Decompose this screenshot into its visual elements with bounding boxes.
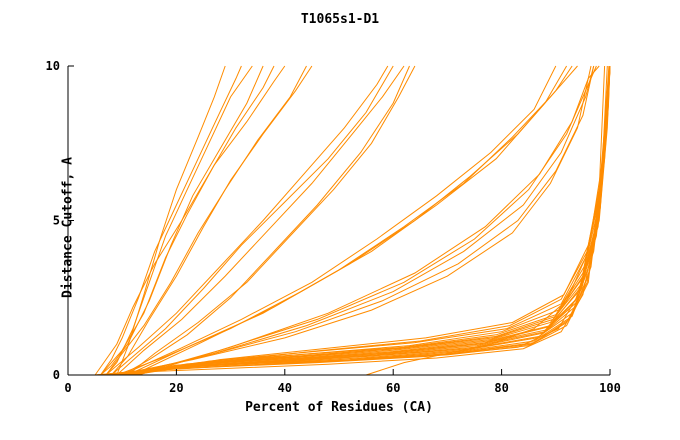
series-line [127,65,595,376]
series-line [116,65,405,376]
x-tick-label: 60 [386,381,400,395]
series-line [132,65,611,376]
series-line [127,65,578,376]
y-tick-label: 0 [53,368,60,382]
x-tick-label: 20 [169,381,183,395]
x-tick-label: 80 [494,381,508,395]
x-tick-label: 100 [599,381,621,395]
x-axis-label: Percent of Residues (CA) [245,400,433,415]
series-line [111,65,394,376]
series-line [100,65,242,376]
series-line [116,65,226,376]
series-line [111,65,611,376]
series-line [122,65,611,376]
series-line [111,65,313,376]
series-line [116,65,592,376]
series-line [100,65,286,376]
series-line [132,65,611,376]
x-tick-label: 40 [278,381,292,395]
y-tick-label: 10 [46,59,60,73]
series-line [121,65,410,376]
series-line [132,65,597,376]
series-line [105,65,307,376]
chart-title: T1065s1-D1 [300,12,380,27]
series-line [127,65,416,376]
series-line [138,65,600,376]
series-line [365,65,611,376]
y-axis-label: Distance Cutoff, A [60,157,76,298]
y-tick-label: 5 [53,214,60,228]
x-tick-label: 0 [64,381,71,395]
series-line [121,65,557,376]
series-line [122,65,595,376]
series-line [105,65,389,376]
series-line [100,65,264,376]
